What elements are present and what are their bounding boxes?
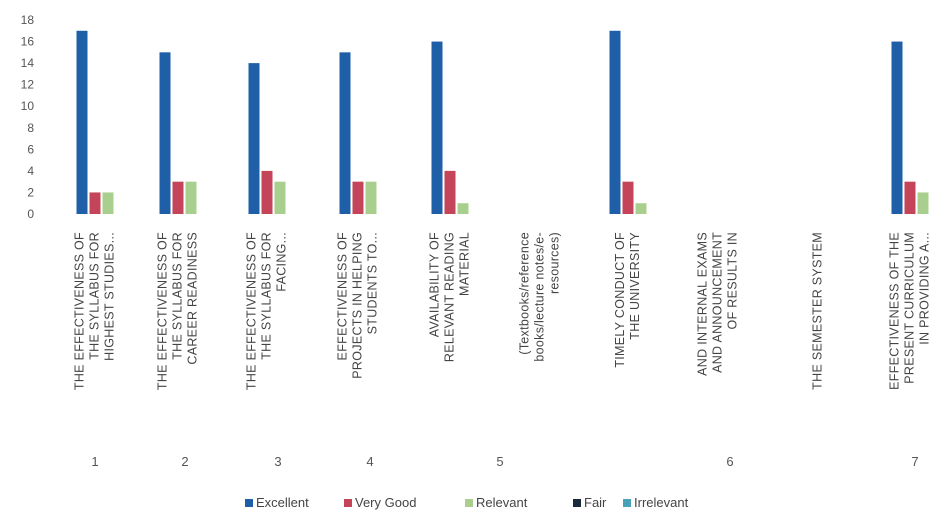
category-label: AVAILABILITY OF xyxy=(427,232,441,337)
legend-swatch xyxy=(623,499,631,507)
y-tick-label: 16 xyxy=(21,35,35,49)
y-axis: 0 2 4 6 8 10 12 14 16 18 xyxy=(21,13,35,221)
category-label: THE SYLLABUS FOR xyxy=(170,232,184,360)
bar-excellent xyxy=(76,30,88,215)
group-label: 1 xyxy=(91,454,98,469)
category-labels: THE EFFECTIVENESS OF THE SYLLABUS FOR HIGH… xyxy=(72,232,931,390)
category-label: THE SEMESTER SYSTEM xyxy=(810,232,824,390)
bar-relevant xyxy=(185,181,197,214)
bar-relevant xyxy=(274,181,286,214)
bar-very-good xyxy=(444,170,456,214)
legend: Excellent Very Good Relevant Fair Irrelevant xyxy=(245,495,689,510)
category-label: THE EFFECTIVENESS OF xyxy=(244,232,258,390)
category-label: CAREER READINESS xyxy=(185,232,199,365)
bar-very-good xyxy=(622,181,634,214)
category-label: EFFECTIVENESS OF xyxy=(335,232,349,360)
category-label: AND ANNOUNCEMENT xyxy=(710,232,724,373)
category-label: MATERIAL xyxy=(457,232,471,296)
category-label: EFFECTIVENESS OF THE xyxy=(887,232,901,390)
y-tick-label: 2 xyxy=(27,185,34,199)
category-label: THE UNIVERSITY xyxy=(628,232,642,340)
bar-relevant xyxy=(917,192,929,214)
category-label: STUDENTS TO... xyxy=(365,232,379,334)
category-label: AND INTERNAL EXAMS xyxy=(695,232,709,376)
bar-relevant xyxy=(102,192,114,214)
group-label: 3 xyxy=(274,454,281,469)
y-tick-label: 8 xyxy=(27,121,34,135)
y-tick-label: 14 xyxy=(21,56,35,70)
group-label: 4 xyxy=(366,454,373,469)
bar-excellent xyxy=(609,30,621,215)
bar-very-good xyxy=(904,181,916,214)
bar-relevant xyxy=(365,181,377,214)
legend-swatch xyxy=(245,499,253,507)
category-label: RELEVANT READING xyxy=(442,232,456,362)
category-label: THE EFFECTIVENESS OF xyxy=(155,232,169,390)
group-label: 6 xyxy=(726,454,733,469)
y-tick-label: 6 xyxy=(27,142,34,156)
bar-excellent xyxy=(159,52,171,215)
bar-relevant xyxy=(635,203,647,214)
group-labels: 1 2 3 4 5 6 7 xyxy=(91,454,918,469)
category-label: IN PROVIDING A... xyxy=(917,232,931,345)
category-label: PROJECTS IN HELPING xyxy=(350,232,364,379)
bars xyxy=(76,30,929,215)
category-label: (Textbooks/reference xyxy=(517,232,531,355)
category-label: FACING... xyxy=(274,232,288,292)
y-tick-label: 4 xyxy=(27,164,34,178)
legend-label: Relevant xyxy=(476,495,528,510)
category-label: books/lecture notes/e- xyxy=(532,232,546,362)
category-label: THE SYLLABUS FOR xyxy=(87,232,101,360)
bar-very-good xyxy=(172,181,184,214)
category-label: HIGHEST STUDIES... xyxy=(102,232,116,361)
legend-label: Fair xyxy=(584,495,607,510)
legend-swatch xyxy=(573,499,581,507)
bar-very-good xyxy=(352,181,364,214)
y-tick-label: 0 xyxy=(27,207,34,221)
y-tick-label: 18 xyxy=(21,13,35,27)
group-label: 7 xyxy=(911,454,918,469)
bar-excellent xyxy=(431,41,443,214)
bar-very-good xyxy=(261,170,273,214)
legend-swatch xyxy=(344,499,352,507)
bar-excellent xyxy=(339,52,351,215)
bar-excellent xyxy=(248,63,260,214)
bar-very-good xyxy=(89,192,101,214)
bar-excellent xyxy=(891,41,903,214)
category-label: THE EFFECTIVENESS OF xyxy=(72,232,86,390)
y-tick-label: 10 xyxy=(21,99,35,113)
group-label: 5 xyxy=(496,454,503,469)
category-label: resources) xyxy=(547,232,561,294)
group-label: 2 xyxy=(181,454,188,469)
category-label: OF RESULTS IN xyxy=(725,232,739,329)
bar-relevant xyxy=(457,203,469,214)
legend-swatch xyxy=(465,499,473,507)
legend-label: Excellent xyxy=(256,495,309,510)
category-label: TIMELY CONDUCT OF xyxy=(613,232,627,368)
y-tick-label: 12 xyxy=(21,78,35,92)
category-label: PRESENT CURRICULUM xyxy=(902,232,916,384)
category-label: THE SYLLABUS FOR xyxy=(259,232,273,360)
legend-label: Irrelevant xyxy=(634,495,689,510)
legend-label: Very Good xyxy=(355,495,416,510)
